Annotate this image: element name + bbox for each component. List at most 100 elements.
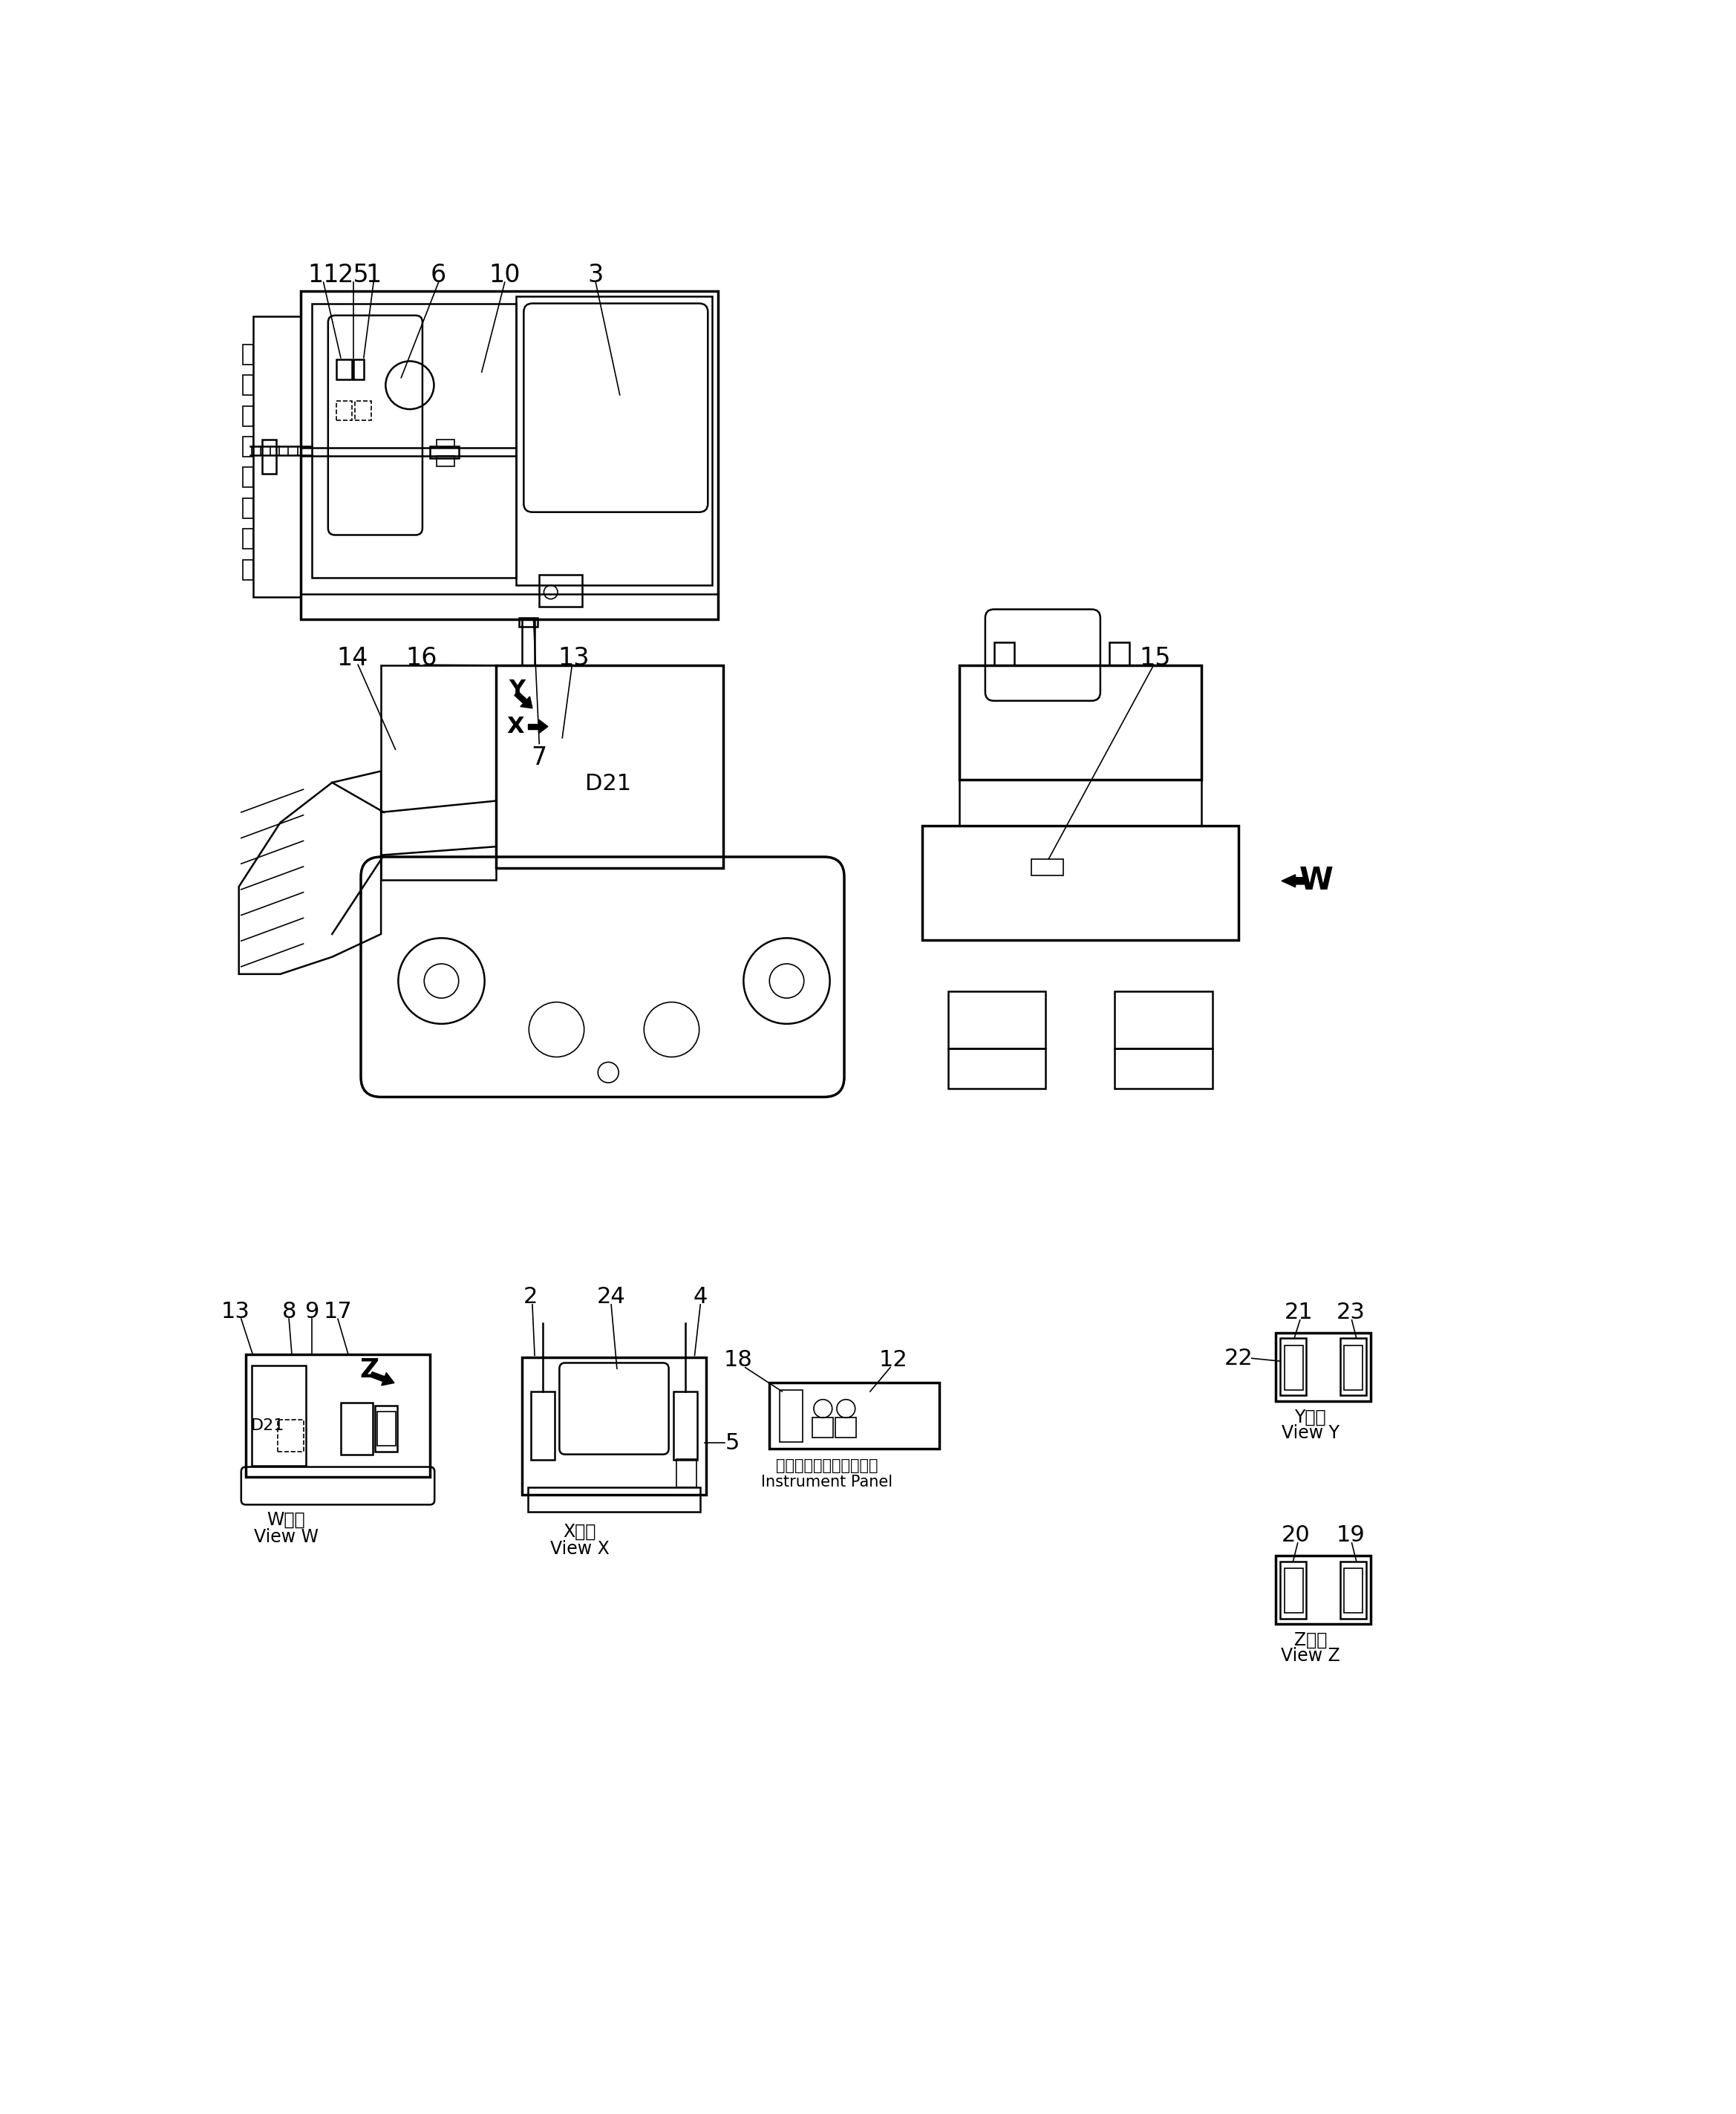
Text: 7: 7 (531, 746, 547, 769)
Text: 11: 11 (307, 262, 339, 288)
Bar (523, 1357, 707, 1495)
Text: 18: 18 (724, 1349, 752, 1370)
Bar (1281, 1338, 1305, 1395)
Polygon shape (528, 723, 538, 729)
Bar (948, 1049, 1045, 1089)
Bar (243, 374, 253, 395)
Bar (1340, 1338, 1366, 1395)
Polygon shape (538, 719, 549, 734)
Text: Y　視: Y 視 (1295, 1408, 1326, 1427)
Text: X: X (507, 717, 524, 738)
Bar (300, 594, 717, 619)
Text: 1: 1 (366, 262, 382, 288)
Bar (779, 1391, 802, 1442)
Bar (278, 1421, 304, 1452)
Bar (380, 666, 496, 879)
Bar (243, 528, 253, 550)
Bar (1281, 1562, 1305, 1619)
Bar (960, 666, 1201, 780)
Text: 21: 21 (1285, 1302, 1312, 1323)
Bar (377, 1412, 396, 1446)
Bar (253, 317, 300, 596)
Text: W: W (1299, 865, 1333, 896)
Text: 10: 10 (490, 262, 521, 288)
Bar (523, 619, 535, 666)
Bar (993, 643, 1014, 666)
Text: 16: 16 (406, 645, 437, 670)
Bar (960, 780, 1201, 824)
Text: D21: D21 (585, 774, 632, 795)
Text: W　視: W 視 (267, 1512, 306, 1528)
Text: Z: Z (359, 1357, 378, 1383)
Bar (769, 1383, 939, 1448)
Bar (835, 1416, 856, 1438)
Bar (1340, 1562, 1366, 1619)
Text: D21: D21 (250, 1418, 285, 1433)
Bar (922, 824, 1238, 941)
Bar (516, 296, 712, 586)
Bar (337, 359, 352, 381)
Text: View W: View W (253, 1528, 318, 1545)
Text: インスツルメントパネル: インスツルメントパネル (776, 1459, 878, 1473)
Polygon shape (370, 1372, 385, 1380)
Text: X　視: X 視 (562, 1522, 595, 1541)
Polygon shape (1281, 875, 1304, 888)
Text: 17: 17 (323, 1300, 352, 1321)
Bar (375, 1406, 398, 1452)
Bar (1031, 858, 1062, 875)
Bar (437, 457, 455, 467)
Bar (300, 292, 717, 619)
Bar (540, 575, 582, 607)
Text: 2: 2 (524, 1285, 538, 1309)
Text: 25: 25 (337, 262, 370, 288)
Text: 20: 20 (1281, 1524, 1311, 1545)
Bar (243, 499, 253, 518)
Bar (356, 402, 372, 421)
Text: 24: 24 (597, 1285, 625, 1309)
Bar (677, 1459, 696, 1488)
Polygon shape (382, 1372, 394, 1385)
Text: View Y: View Y (1281, 1425, 1338, 1442)
Bar (1344, 1345, 1363, 1389)
Bar (337, 402, 352, 421)
Bar (1115, 1049, 1212, 1089)
Text: 6: 6 (431, 262, 446, 288)
Bar (1109, 643, 1128, 666)
Text: 22: 22 (1224, 1347, 1253, 1370)
Text: Instrument Panel: Instrument Panel (760, 1473, 892, 1488)
Bar (1285, 1569, 1304, 1613)
Polygon shape (521, 696, 533, 708)
Text: 23: 23 (1337, 1302, 1364, 1323)
Text: 19: 19 (1337, 1524, 1364, 1545)
Bar (1285, 1345, 1304, 1389)
Bar (243, 560, 253, 579)
Bar (948, 991, 1045, 1049)
Bar (312, 304, 516, 577)
Text: View Z: View Z (1281, 1647, 1340, 1666)
Bar (437, 440, 455, 448)
Text: 13: 13 (557, 645, 590, 670)
Bar (340, 1404, 372, 1454)
Bar (243, 345, 253, 364)
Text: 14: 14 (337, 645, 368, 670)
Bar (354, 359, 365, 381)
Bar (243, 467, 253, 488)
Bar (1276, 1556, 1371, 1624)
Bar (262, 440, 276, 474)
Bar (252, 1366, 306, 1465)
Text: Z　視: Z 視 (1293, 1632, 1326, 1649)
Bar (247, 1355, 431, 1478)
Bar (243, 406, 253, 425)
Bar (243, 438, 253, 457)
Polygon shape (514, 691, 528, 704)
Bar (531, 1391, 556, 1461)
Text: 5: 5 (726, 1431, 740, 1454)
Text: Y: Y (509, 679, 526, 700)
Bar (519, 617, 538, 626)
Text: 9: 9 (306, 1300, 319, 1321)
Bar (1276, 1332, 1371, 1402)
Bar (528, 1488, 700, 1512)
Text: 15: 15 (1139, 645, 1170, 670)
Text: 13: 13 (220, 1300, 250, 1321)
Text: 12: 12 (878, 1349, 908, 1370)
